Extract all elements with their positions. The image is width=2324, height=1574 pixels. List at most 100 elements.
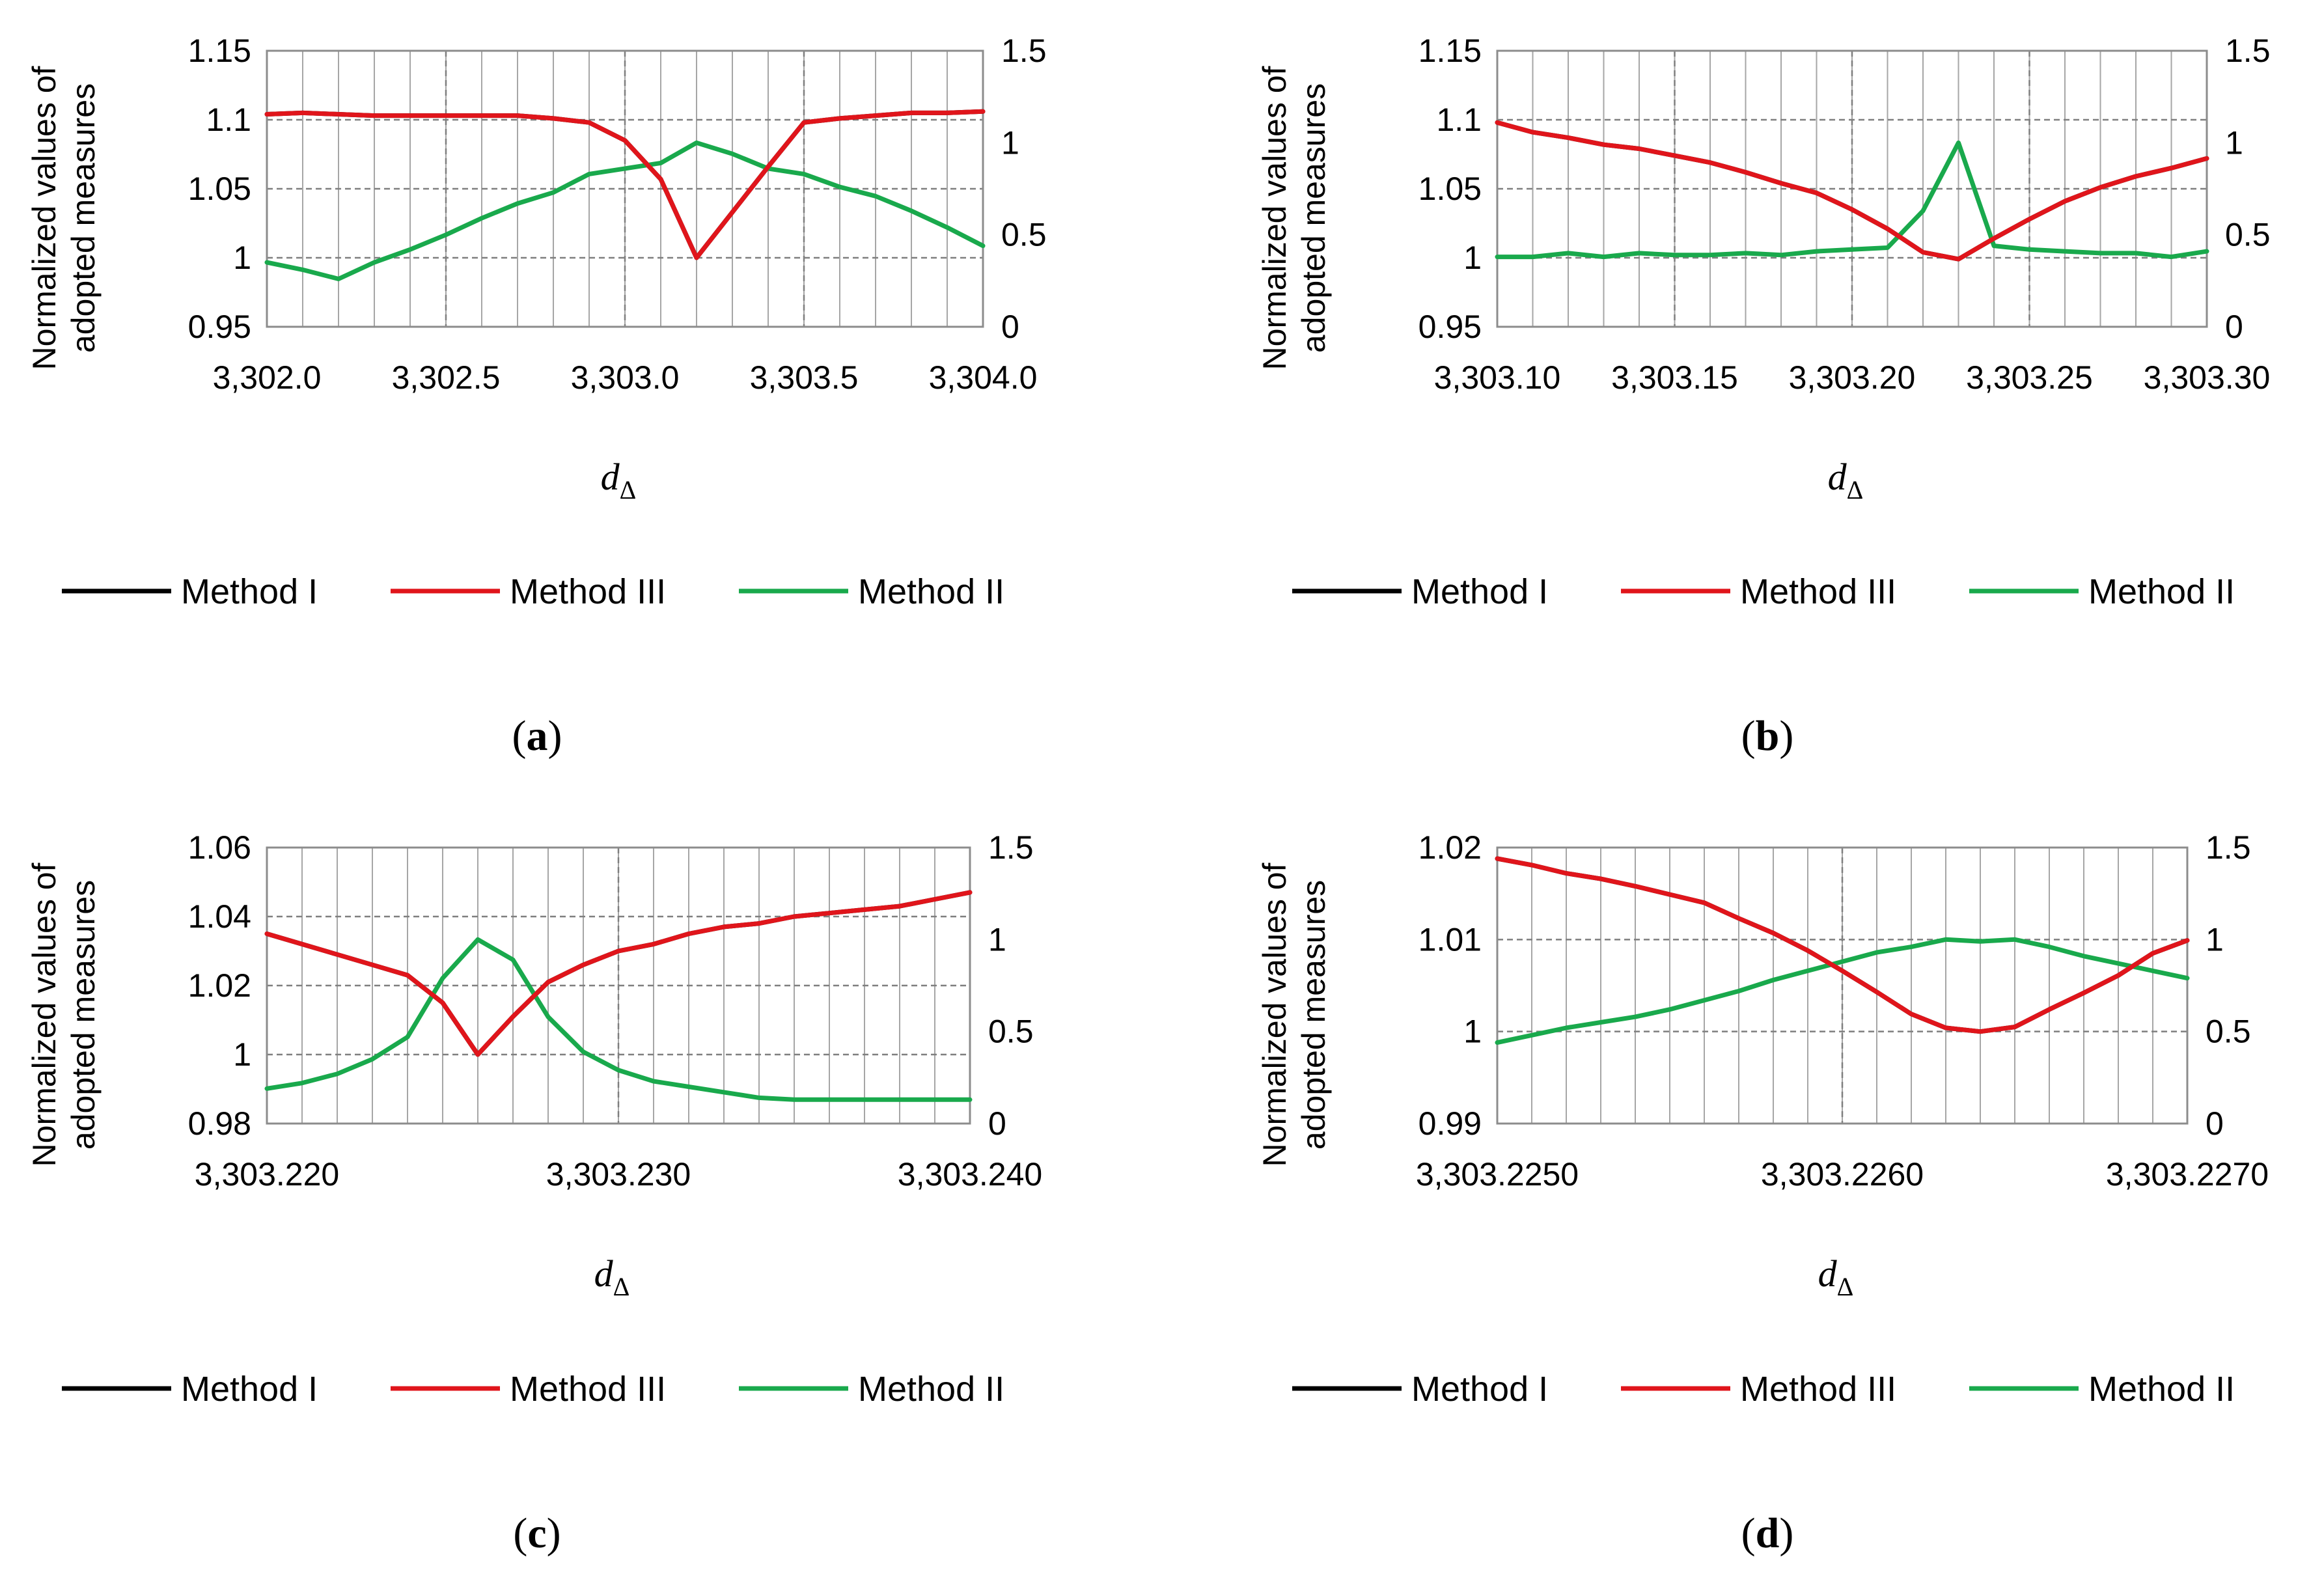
x-tick-label: 3,303.220 <box>195 1156 339 1193</box>
y-tick-label: 1.01 <box>1418 921 1482 958</box>
legend-label: Method II <box>858 1370 1004 1409</box>
x-axis-label-subscript: Δ <box>1847 475 1864 504</box>
panel-label: (a) <box>512 712 562 760</box>
y-axis-label-line: Normalized values of <box>1256 66 1293 370</box>
y2-tick-label: 1.5 <box>2225 33 2271 69</box>
y-axis-label-line: adopted measures <box>65 880 102 1150</box>
y-axis-label-line: adopted measures <box>1295 83 1332 353</box>
x-axis-label: dΔ <box>1828 456 1864 504</box>
series-line-method-iii <box>1495 856 2190 1034</box>
y-tick-label: 1.05 <box>188 171 251 207</box>
x-axis-label-main: d <box>594 1252 614 1295</box>
y2-tick-label: 0.5 <box>1001 217 1047 253</box>
legend-label: Method III <box>510 1370 666 1409</box>
plot-area <box>1496 49 2208 328</box>
y-axis-label: Normalized values ofadopted measures <box>1256 66 1332 370</box>
legend-label: Method I <box>1411 1370 1548 1409</box>
y-tick-label: 1.15 <box>188 33 251 69</box>
panel-label-close-paren: ) <box>548 712 562 760</box>
legend-label: Method III <box>510 572 666 611</box>
x-axis-label: dΔ <box>1818 1252 1854 1301</box>
x-tick-label: 3,303.20 <box>1789 359 1916 396</box>
y-tick-label: 1.05 <box>1418 171 1482 207</box>
x-axis-label-main: d <box>1828 456 1847 498</box>
x-tick-label: 3,303.2260 <box>1761 1156 1924 1193</box>
y-axis-label: Normalized values ofadopted measures <box>26 66 102 370</box>
y2-tick-label: 1.5 <box>1001 33 1047 69</box>
panel-label-close-paren: ) <box>547 1510 561 1557</box>
panel-label-letter: b <box>1756 712 1780 760</box>
x-axis-label: dΔ <box>601 456 637 504</box>
panel-label-close-paren: ) <box>1779 712 1793 760</box>
y-axis-label-line: Normalized values of <box>26 66 62 370</box>
series-line-method-iii <box>1495 120 2209 262</box>
y-tick-label: 1.04 <box>188 898 251 935</box>
y2-tick-label: 0.5 <box>2225 217 2271 253</box>
panel-label-letter: d <box>1756 1510 1780 1557</box>
x-tick-label: 3,303.5 <box>750 359 859 396</box>
panel-label-open-paren: ( <box>513 1510 527 1557</box>
panel-label-open-paren: ( <box>1741 712 1756 760</box>
x-tick-label: 3,303.2250 <box>1416 1156 1579 1193</box>
series-line-method-ii <box>264 140 986 281</box>
panel-label: (c) <box>513 1510 560 1557</box>
y-axis-label-line: Normalized values of <box>26 863 62 1167</box>
series-line-method-iii <box>264 890 973 1057</box>
x-tick-label: 3,303.15 <box>1611 359 1738 396</box>
y-axis-label: Normalized values ofadopted measures <box>1256 863 1332 1167</box>
chart-panel-d: 0.99 1 1.01 1.02 0 0.5 1 1.5 3,303.2250 3,303.226… <box>1256 829 2269 1557</box>
y-tick-label: 1.1 <box>1436 102 1482 138</box>
y2-tick-label: 0 <box>2206 1105 2224 1142</box>
x-tick-label: 3,304.0 <box>929 359 1038 396</box>
plot-area <box>1496 846 2189 1125</box>
y-tick-label: 0.95 <box>188 309 251 345</box>
x-axis-label-main: d <box>1818 1252 1838 1295</box>
x-tick-label: 3,303.30 <box>2144 359 2271 396</box>
y2-tick-label: 0 <box>1001 309 1019 345</box>
y-tick-label: 1.06 <box>188 829 251 866</box>
legend-label: Method I <box>181 1370 318 1409</box>
legend-label: Method III <box>1740 572 1896 611</box>
y-axis-label: Normalized values ofadopted measures <box>26 863 102 1167</box>
y2-tick-label: 0 <box>988 1105 1006 1142</box>
legend-label: Method I <box>181 572 318 611</box>
panel-label-close-paren: ) <box>1779 1510 1793 1557</box>
panel-label: (d) <box>1741 1510 1794 1557</box>
x-axis-label-main: d <box>601 456 620 498</box>
y-axis-label-line: Normalized values of <box>1256 863 1293 1167</box>
y2-tick-label: 1 <box>2225 124 2243 161</box>
y-tick-label: 1.1 <box>206 102 251 138</box>
panel-label: (b) <box>1741 712 1794 760</box>
y2-tick-label: 0.5 <box>2206 1014 2251 1050</box>
legend-label: Method III <box>1740 1370 1896 1409</box>
x-tick-label: 3,303.25 <box>1966 359 2093 396</box>
x-axis-label: dΔ <box>594 1252 630 1301</box>
x-tick-label: 3,303.2270 <box>2106 1156 2269 1193</box>
x-tick-label: 3,302.5 <box>392 359 501 396</box>
y-tick-label: 1.02 <box>188 967 251 1004</box>
y-axis-label-line: adopted measures <box>1295 880 1332 1150</box>
panel-label-letter: a <box>527 712 548 760</box>
y2-tick-label: 1.5 <box>988 829 1034 866</box>
series-line-method-ii <box>264 937 973 1102</box>
x-tick-label: 3,303.0 <box>571 359 680 396</box>
y2-tick-label: 0 <box>2225 309 2243 345</box>
panel-label-open-paren: ( <box>512 712 527 760</box>
plot-area <box>266 846 971 1125</box>
x-tick-label: 3,303.230 <box>546 1156 691 1193</box>
y2-tick-label: 1.5 <box>2206 829 2251 866</box>
y-tick-label: 1 <box>1463 240 1482 276</box>
chart-panel-c: 0.98 1 1.02 1.04 1.06 0 0.5 1 1.5 3,303.220 3,303.… <box>26 829 1042 1557</box>
series-line-method-ii <box>1495 140 2209 260</box>
series-line-method-iii <box>264 109 986 260</box>
legend-label: Method II <box>858 572 1004 611</box>
x-tick-label: 3,302.0 <box>213 359 322 396</box>
legend-label: Method I <box>1411 572 1548 611</box>
x-axis-label-subscript: Δ <box>1837 1272 1854 1301</box>
y-tick-label: 1 <box>1463 1014 1482 1050</box>
y-tick-label: 0.95 <box>1418 309 1482 345</box>
y-tick-label: 0.98 <box>188 1105 251 1142</box>
panel-label-open-paren: ( <box>1741 1510 1756 1557</box>
legend-label: Method II <box>2088 572 2235 611</box>
